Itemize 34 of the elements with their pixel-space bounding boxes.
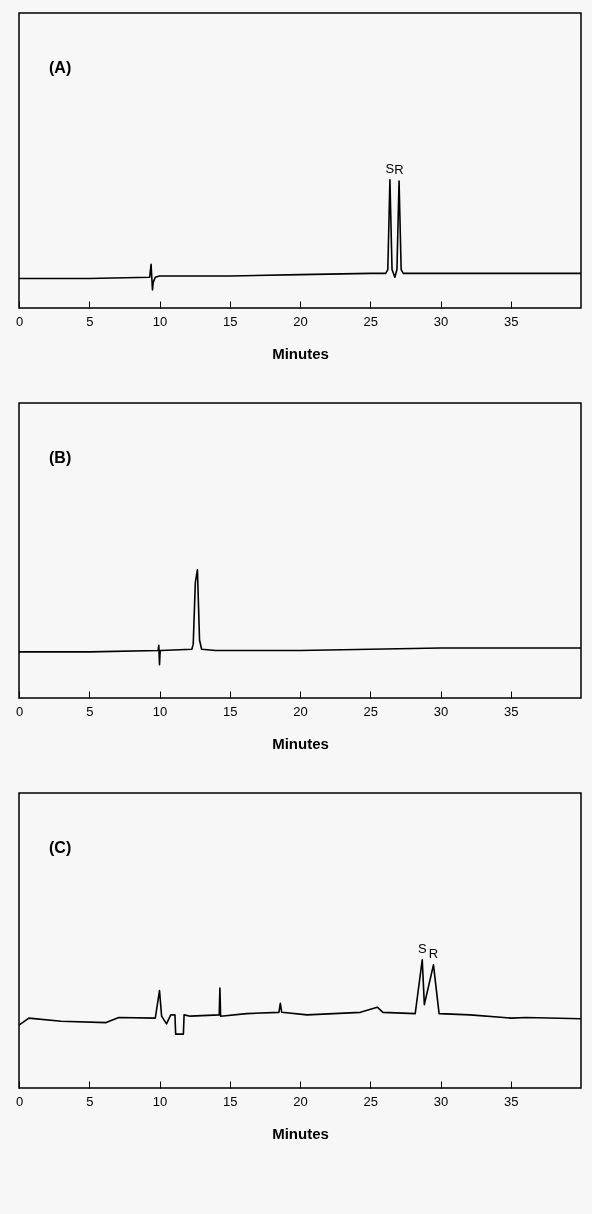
annotation: R bbox=[428, 945, 439, 961]
x-tick-label: 30 bbox=[433, 1093, 449, 1109]
x-tick-label: 10 bbox=[152, 1093, 168, 1109]
x-tick-label: 30 bbox=[433, 313, 449, 329]
x-tick-label: 35 bbox=[504, 313, 519, 329]
x-axis-title: Minutes bbox=[272, 1124, 329, 1142]
x-tick-label: 10 bbox=[152, 703, 168, 719]
x-tick-label: 25 bbox=[363, 703, 378, 719]
annotation: R bbox=[394, 162, 404, 178]
x-axis-title: Minutes bbox=[272, 344, 329, 362]
x-tick-label: 35 bbox=[504, 703, 519, 719]
x-tick-label: 5 bbox=[86, 1093, 94, 1109]
x-tick-label: 15 bbox=[223, 703, 238, 719]
x-tick-label: 5 bbox=[86, 313, 94, 329]
x-tick-label: 0 bbox=[15, 703, 24, 719]
x-tick-label: 0 bbox=[15, 1093, 24, 1109]
x-tick-label: 0 bbox=[15, 313, 24, 329]
annotation: S bbox=[385, 160, 395, 176]
x-tick-label: 15 bbox=[223, 313, 238, 329]
annotation: S bbox=[417, 940, 427, 956]
x-tick-label: 35 bbox=[504, 1093, 519, 1109]
x-tick-label: 15 bbox=[223, 1093, 238, 1109]
x-tick-label: 25 bbox=[363, 1093, 378, 1109]
chart-title: (B) bbox=[49, 449, 72, 466]
chart-title: (C) bbox=[49, 839, 72, 856]
x-tick-label: 20 bbox=[293, 703, 308, 719]
x-tick-label: 20 bbox=[293, 1093, 308, 1109]
x-tick-label: 20 bbox=[293, 313, 308, 329]
x-tick-label: 25 bbox=[363, 313, 378, 329]
x-tick-label: 5 bbox=[86, 703, 94, 719]
x-tick-label: 30 bbox=[433, 703, 449, 719]
chart-title: (A) bbox=[49, 59, 72, 76]
x-axis-title: Minutes bbox=[272, 734, 329, 752]
x-tick-label: 10 bbox=[152, 313, 168, 329]
